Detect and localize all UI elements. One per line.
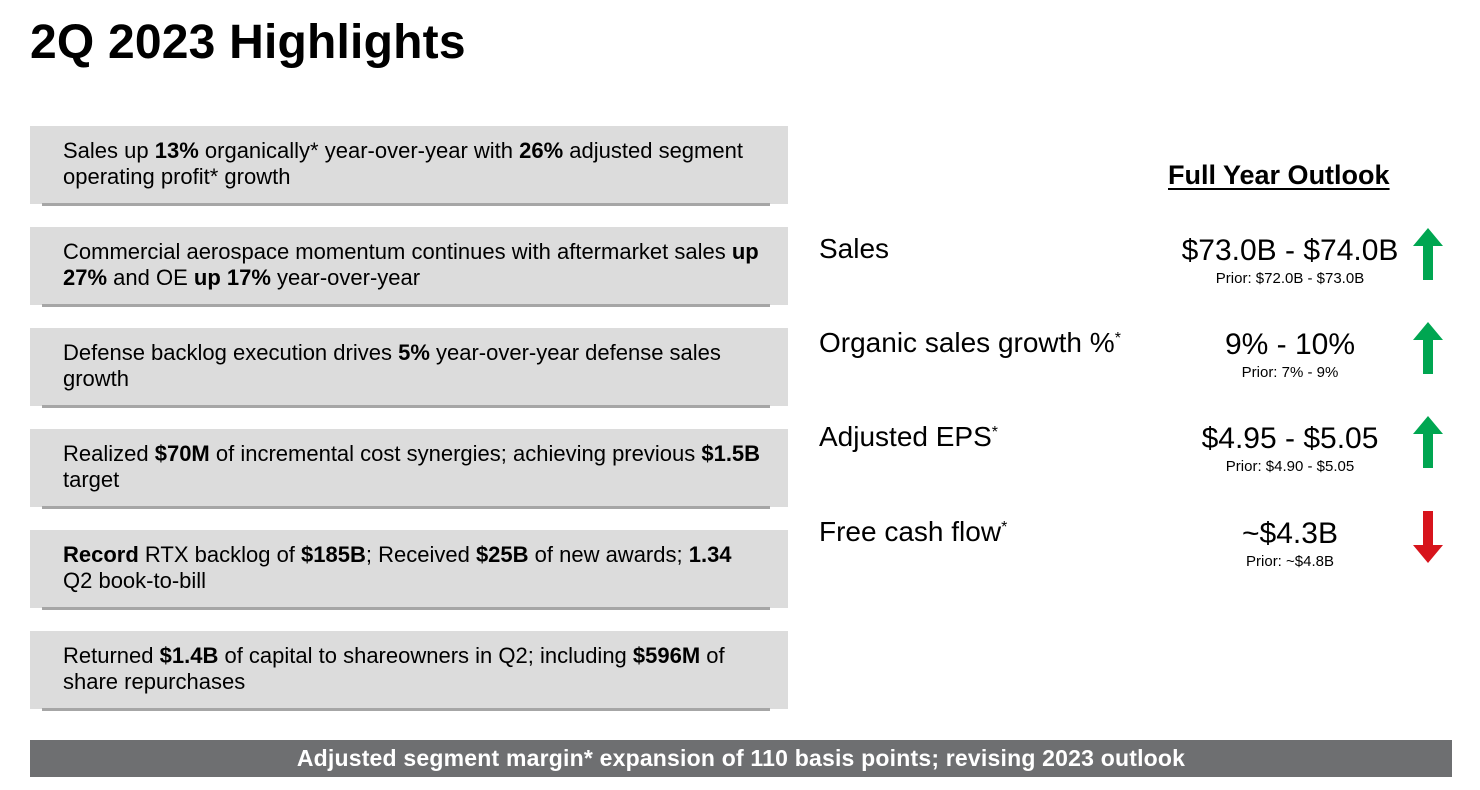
metric-value: $4.95 - $5.05 <box>1201 422 1379 455</box>
highlight-segment: RTX backlog of <box>138 542 302 567</box>
highlight-emphasis: Record <box>63 542 139 567</box>
arrow-up-icon <box>1413 416 1443 468</box>
highlight-emphasis: 5% <box>398 340 430 365</box>
highlight-segment: adjusted segment operating profit* growt… <box>63 138 743 189</box>
highlight-segment: and OE <box>107 265 194 290</box>
highlight-segment: organically* year-over-year with <box>198 138 520 163</box>
footnote-marker: * <box>1114 330 1121 347</box>
highlight-segment: Realized <box>63 441 155 466</box>
metric-label: Sales <box>819 233 890 264</box>
metric-prior: Prior: 7% - 9% <box>1241 364 1339 381</box>
metric-prior: Prior: $4.90 - $5.05 <box>1225 458 1355 475</box>
arrow-up-icon <box>1413 228 1443 280</box>
highlight-text: Returned $1.4B of capital to shareowners… <box>63 643 766 695</box>
highlight-text: Defense backlog execution drives 5% year… <box>63 340 766 392</box>
highlight-emphasis: $1.4B <box>159 643 219 668</box>
footnote-marker: * <box>1001 519 1008 536</box>
highlight-segment: Defense backlog execution drives <box>63 340 399 365</box>
highlight-card: Sales up 13% organically* year-over-year… <box>30 126 788 206</box>
highlight-segment: ; Received <box>365 542 476 567</box>
highlight-segment: of incremental cost synergies; achieving… <box>209 441 702 466</box>
outlook-metric-organic-sales-growth: Organic sales growth %* 9% - 10% Prior: … <box>819 322 1459 396</box>
highlight-emphasis: $185B <box>301 542 366 567</box>
page-title: 2Q 2023 Highlights <box>30 16 466 69</box>
outlook-metric-free-cash-flow: Free cash flow* ~$4.3B Prior: ~$4.8B <box>819 511 1459 585</box>
highlight-card: Commercial aerospace momentum continues … <box>30 227 788 307</box>
highlight-segment: year-over-year <box>270 265 421 290</box>
highlight-emphasis: 26% <box>519 138 564 163</box>
highlight-emphasis: up 27% <box>63 239 759 290</box>
arrow-down-icon <box>1413 511 1443 563</box>
highlight-text: Sales up 13% organically* year-over-year… <box>63 138 766 190</box>
highlight-emphasis: 13% <box>154 138 199 163</box>
highlight-emphasis: 1.34 <box>688 542 732 567</box>
highlight-segment: of share repurchases <box>63 643 725 694</box>
highlight-emphasis: $596M <box>632 643 701 668</box>
footer-banner: Adjusted segment margin* expansion of 11… <box>30 740 1452 777</box>
highlight-segment: Sales up <box>63 138 155 163</box>
highlight-segment: Commercial aerospace momentum continues … <box>63 239 732 264</box>
highlight-emphasis: $1.5B <box>701 441 761 466</box>
highlight-emphasis: $25B <box>475 542 529 567</box>
metric-label: Organic sales growth %* <box>819 327 1121 358</box>
highlight-text: Realized $70M of incremental cost synerg… <box>63 441 766 493</box>
highlight-card: Realized $70M of incremental cost synerg… <box>30 429 788 509</box>
highlight-emphasis: up 17% <box>193 265 271 290</box>
highlight-emphasis: $70M <box>154 441 210 466</box>
highlight-segment: Returned <box>63 643 160 668</box>
highlight-segment: of new awards; <box>528 542 689 567</box>
highlight-segment: target <box>63 467 120 492</box>
highlight-segment: of capital to shareowners in Q2; includi… <box>218 643 633 668</box>
outlook-metric-sales: Sales $73.0B - $74.0B Prior: $72.0B - $7… <box>819 228 1459 302</box>
highlight-text: Commercial aerospace momentum continues … <box>63 239 766 291</box>
metric-label: Free cash flow* <box>819 516 1008 547</box>
metric-value: $73.0B - $74.0B <box>1181 234 1399 267</box>
highlight-segment: Q2 book-to-bill <box>63 568 207 593</box>
highlight-segment: year-over-year defense sales growth <box>63 340 721 391</box>
metric-value: ~$4.3B <box>1242 517 1338 550</box>
footnote-marker: * <box>991 424 999 441</box>
metric-prior: Prior: ~$4.8B <box>1246 553 1334 570</box>
metric-value: 9% - 10% <box>1224 328 1356 361</box>
metric-label: Adjusted EPS* <box>819 421 999 452</box>
highlight-card: Record RTX backlog of $185B; Received $2… <box>30 530 788 610</box>
highlight-text: Record RTX backlog of $185B; Received $2… <box>63 542 766 594</box>
outlook-metric-adjusted-eps: Adjusted EPS* $4.95 - $5.05 Prior: $4.90… <box>819 416 1459 490</box>
highlights-list: Sales up 13% organically* year-over-year… <box>30 126 788 732</box>
outlook-title: Full Year Outlook <box>1168 160 1390 190</box>
highlight-card: Returned $1.4B of capital to shareowners… <box>30 631 788 711</box>
highlight-card: Defense backlog execution drives 5% year… <box>30 328 788 408</box>
arrow-up-icon <box>1413 322 1443 374</box>
metric-prior: Prior: $72.0B - $73.0B <box>1215 270 1365 287</box>
